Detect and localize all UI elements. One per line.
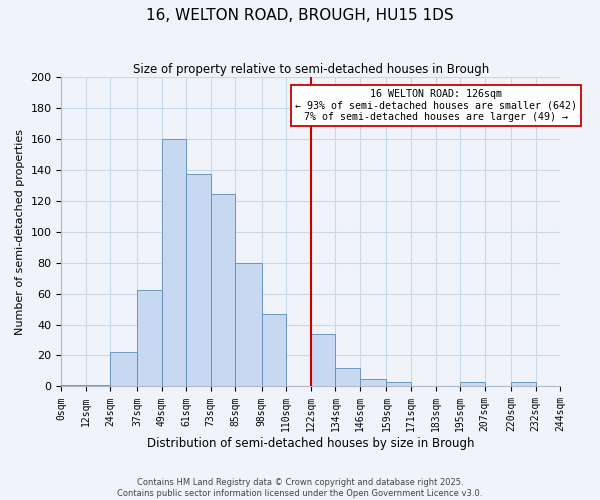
Bar xyxy=(235,262,262,386)
Bar xyxy=(86,385,110,386)
Bar xyxy=(511,382,536,386)
Y-axis label: Number of semi-detached properties: Number of semi-detached properties xyxy=(15,128,25,334)
Bar xyxy=(137,290,161,386)
Text: 16, WELTON ROAD, BROUGH, HU15 1DS: 16, WELTON ROAD, BROUGH, HU15 1DS xyxy=(146,8,454,22)
Bar xyxy=(186,174,211,386)
Bar xyxy=(211,194,235,386)
Bar xyxy=(360,378,386,386)
Text: 16 WELTON ROAD: 126sqm
← 93% of semi-detached houses are smaller (642)
7% of sem: 16 WELTON ROAD: 126sqm ← 93% of semi-det… xyxy=(295,89,577,122)
Text: Contains HM Land Registry data © Crown copyright and database right 2025.
Contai: Contains HM Land Registry data © Crown c… xyxy=(118,478,482,498)
X-axis label: Distribution of semi-detached houses by size in Brough: Distribution of semi-detached houses by … xyxy=(147,437,475,450)
Title: Size of property relative to semi-detached houses in Brough: Size of property relative to semi-detach… xyxy=(133,62,489,76)
Bar xyxy=(110,352,137,386)
Bar xyxy=(311,334,335,386)
Bar xyxy=(262,314,286,386)
Bar xyxy=(386,382,411,386)
Bar xyxy=(161,138,186,386)
Bar xyxy=(335,368,360,386)
Bar xyxy=(460,382,485,386)
Bar xyxy=(61,385,86,386)
